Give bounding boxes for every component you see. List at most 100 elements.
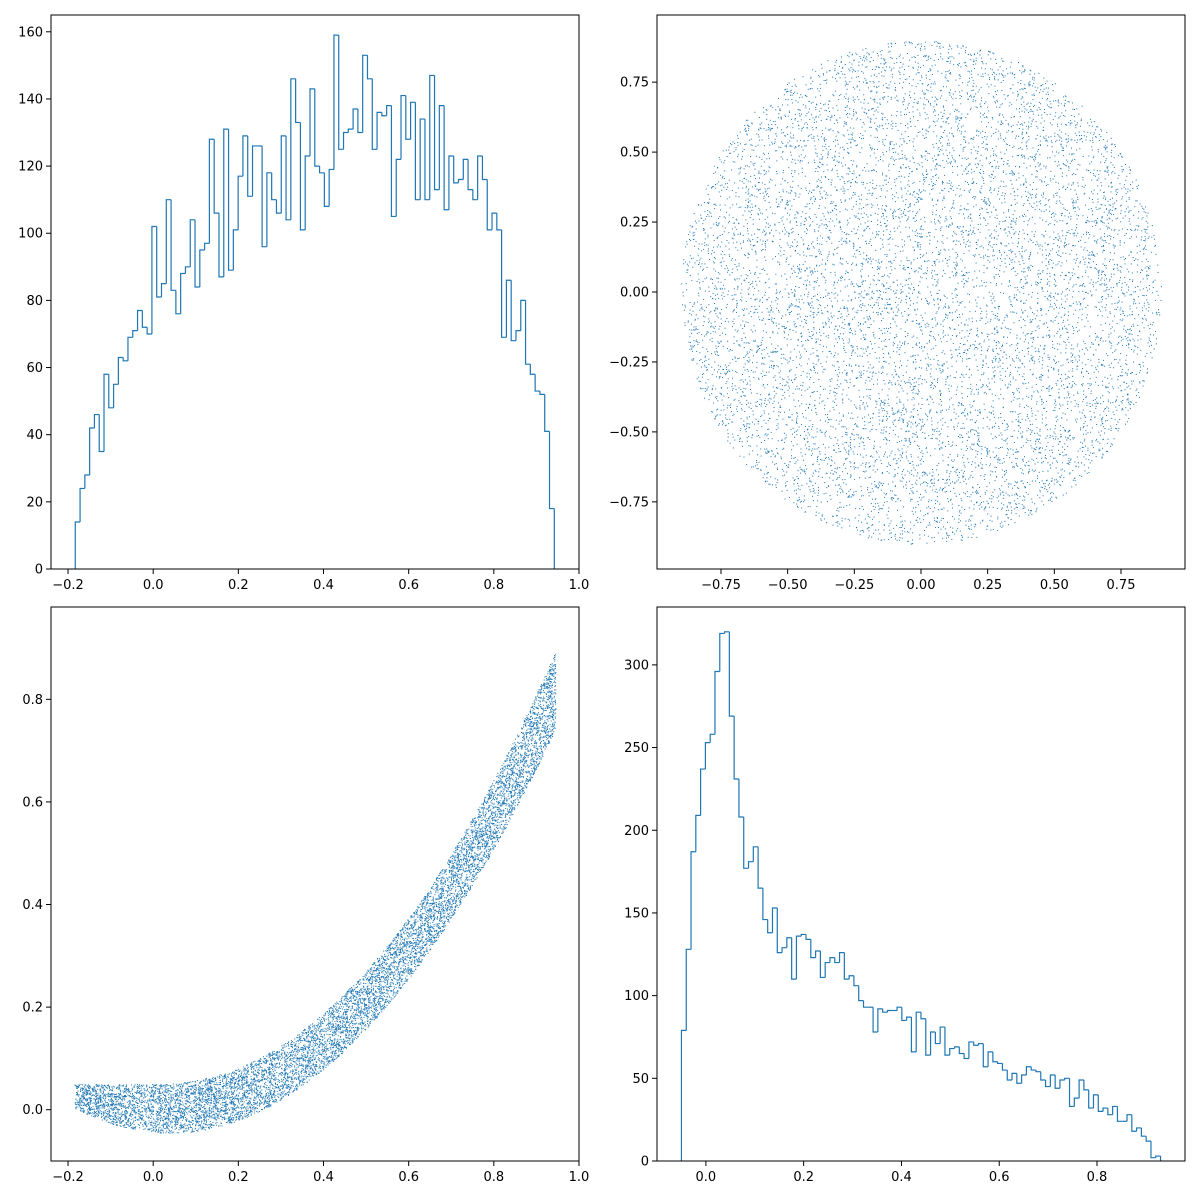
scatter-point [940,508,942,510]
scatter-point [1008,281,1010,283]
scatter-point [990,135,992,137]
scatter-point [1111,290,1113,292]
scatter-point [759,404,761,406]
scatter-point [832,130,834,132]
scatter-point [1022,131,1024,133]
scatter-point [1125,193,1127,195]
scatter-point [857,286,859,288]
scatter-point [890,532,892,534]
scatter-point [1086,250,1088,252]
scatter-point [1088,125,1090,127]
scatter-point [1059,343,1061,345]
scatter-point [935,386,937,388]
scatter-point [723,404,725,406]
scatter-point [865,82,867,84]
scatter-point [711,341,713,343]
scatter-point [721,177,723,179]
scatter-point [825,197,827,199]
scatter-point [849,378,851,380]
scatter-point [794,293,796,295]
scatter-point [1137,346,1139,348]
scatter-point [994,277,996,279]
scatter-point [871,108,873,110]
scatter-point [924,54,926,56]
scatter-point [999,221,1001,223]
scatter-point [1004,317,1006,319]
scatter-point [788,232,790,234]
scatter-point [875,450,877,452]
scatter-point [967,209,969,211]
scatter-point [747,240,749,242]
scatter-point [1048,255,1050,257]
scatter-point [889,332,891,334]
scatter-point [851,134,853,136]
scatter-point [896,61,898,63]
scatter-point [1002,292,1004,294]
scatter-point [940,299,942,301]
scatter-point [986,116,988,118]
scatter-point [1107,200,1109,202]
scatter-point [996,62,998,64]
scatter-point [882,239,884,241]
scatter-point [885,210,887,212]
scatter-point [1079,261,1081,263]
scatter-point [736,203,738,205]
scatter-point [827,129,829,131]
scatter-point [1012,228,1014,230]
scatter-point [1071,272,1073,274]
scatter-point [1011,305,1013,307]
scatter-point [777,479,779,481]
scatter-point [878,509,880,511]
scatter-point [1039,320,1041,322]
scatter-point [1103,290,1105,292]
scatter-point [826,463,828,465]
scatter-point [1023,271,1025,273]
scatter-point [826,416,828,418]
scatter-point [990,176,992,178]
scatter-point [734,279,736,281]
scatter-point [998,319,1000,321]
scatter-point [769,144,771,146]
scatter-point [926,419,928,421]
scatter-point [752,239,754,241]
scatter-point [917,296,919,298]
scatter-point [950,471,952,473]
scatter-point [979,411,981,413]
scatter-point [700,204,702,206]
scatter-point [784,180,786,182]
scatter-point [725,424,727,426]
scatter-point [1155,343,1157,345]
scatter-point [731,190,733,192]
scatter-point [1086,472,1088,474]
scatter-point [1012,449,1014,451]
scatter-point [834,70,836,72]
scatter-point [733,234,735,236]
scatter-point [848,324,850,326]
scatter-point [780,247,782,249]
scatter-point [844,123,846,125]
scatter-point [778,113,780,115]
scatter-point [860,275,862,277]
histogram-bin [136,309,143,331]
scatter-point [866,198,868,200]
scatter-point [834,64,836,66]
scatter-point [1113,268,1115,270]
scatter-point [817,185,819,187]
scatter-point [811,255,813,257]
scatter-point [773,366,775,368]
scatter-point [781,325,783,327]
scatter-point [919,244,921,246]
scatter-point [753,164,755,166]
scatter-point [1005,370,1007,372]
scatter-point [962,278,964,280]
scatter-point [896,462,898,464]
scatter-point [840,56,842,58]
scatter-point [1027,342,1029,344]
scatter-point [1103,438,1105,440]
scatter-point [1042,196,1044,198]
scatter-point [949,62,951,64]
scatter-point [993,259,995,261]
scatter-point [977,369,979,371]
scatter-point [981,185,983,187]
scatter-point [942,370,944,372]
